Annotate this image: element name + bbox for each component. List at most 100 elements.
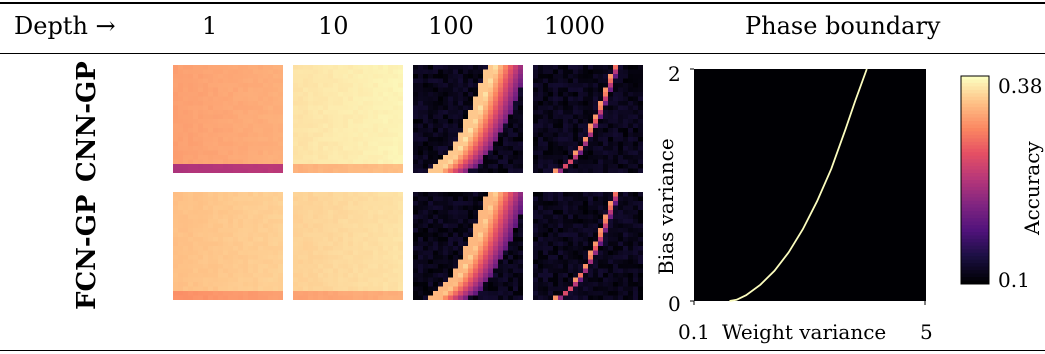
heatmap-cell [533,74,539,79]
heatmap-cell [608,291,614,296]
heatmap-cell [263,155,269,160]
heatmap-cell [358,282,364,287]
heatmap-cell [208,264,214,269]
heatmap-cell [343,286,349,292]
heatmap-cell [333,164,339,169]
heatmap-cell [358,246,364,251]
heatmap-cell [503,241,509,247]
heatmap-cell [463,141,469,147]
heatmap-cell [603,214,609,220]
heatmap-cell [468,232,474,238]
heatmap-cell [443,150,449,156]
heatmap-cell [538,246,544,251]
heatmap-cell [593,223,599,229]
heatmap-cell [373,101,379,106]
heatmap-cell [263,83,269,88]
heatmap-cell [198,137,204,142]
heatmap-cell [438,155,444,160]
heatmap-cell [563,232,569,238]
heatmap-cell [598,101,604,106]
heatmap-cell [583,273,589,278]
heatmap-cell [183,232,189,238]
heatmap-cell [178,150,184,156]
heatmap-cell [388,268,394,274]
heatmap-cell [178,74,184,79]
heatmap-cell [208,250,214,256]
heatmap-cell [418,295,424,300]
heatmap-cell [598,273,604,278]
heatmap-cell [223,101,229,106]
heatmap-cell [588,74,594,79]
heatmap-cell [538,255,544,260]
heatmap-cell [558,259,564,265]
heatmap-cell [488,201,494,206]
heatmap-cell [508,205,514,211]
heatmap-cell [248,146,254,151]
heatmap-cell [218,277,224,283]
heatmap-cell [563,286,569,292]
heatmap-cell [198,132,204,138]
heatmap-cell [258,146,264,151]
heatmap-cell [228,219,234,224]
heatmap-cell [378,69,384,75]
heatmap-cell [343,74,349,79]
heatmap-cell [363,65,369,70]
heatmap-cell [183,219,189,224]
heatmap-cell [348,65,354,70]
heatmap-cell [328,114,334,120]
heatmap-cell [398,219,403,224]
heatmap-cell [238,159,244,165]
heatmap-cell [258,196,264,202]
heatmap-cell [378,74,384,79]
heatmap-cell [488,219,494,224]
heatmap-cell [488,96,494,102]
heatmap-cell [593,132,599,138]
heatmap-cell [368,87,374,93]
heatmap-cell [433,101,439,106]
heatmap-cell [603,110,609,115]
heatmap-cell [518,241,523,247]
heatmap-cell [238,141,244,147]
heatmap-cell [583,69,589,75]
heatmap-cell [208,286,214,292]
heatmap-cell [603,223,609,229]
heatmap-cell [623,291,629,296]
heatmap-cell [248,219,254,224]
heatmap-cell [238,282,244,287]
heatmap-cell [243,123,249,129]
heatmap-cell [558,223,564,229]
heatmap-cell [333,205,339,211]
heatmap-cell [508,223,514,229]
heatmap-cell [248,205,254,211]
heatmap-cell [398,228,403,233]
heatmap-cell [378,159,384,165]
heatmap-cell [543,219,549,224]
heatmap-cell [348,141,354,147]
heatmap-cell [588,164,594,169]
heatmap-cell [538,74,544,79]
heatmap-cell [628,168,634,173]
heatmap-cell [373,96,379,102]
heatmap-cell [513,196,519,202]
heatmap-cell [493,237,499,242]
heatmap-cell [293,264,299,269]
heatmap-cell [363,295,369,300]
heatmap-cell [233,65,239,70]
heatmap-cell [428,228,434,233]
heatmap-cell [423,137,429,142]
heatmap-cell [313,65,319,70]
heatmap-cell [218,250,224,256]
heatmap-cell [273,201,279,206]
heatmap-cell [388,69,394,75]
heatmap-cell [213,74,219,79]
heatmap-cell [433,219,439,224]
heatmap-cell [628,110,634,115]
heatmap-cell [348,128,354,133]
heatmap-cell [188,295,194,300]
heatmap-cell [558,78,564,84]
heatmap-cell [558,164,564,169]
heatmap-cell [508,74,514,79]
heatmap-cell [573,168,579,173]
heatmap-cell [223,150,229,156]
heatmap-cell [468,237,474,242]
